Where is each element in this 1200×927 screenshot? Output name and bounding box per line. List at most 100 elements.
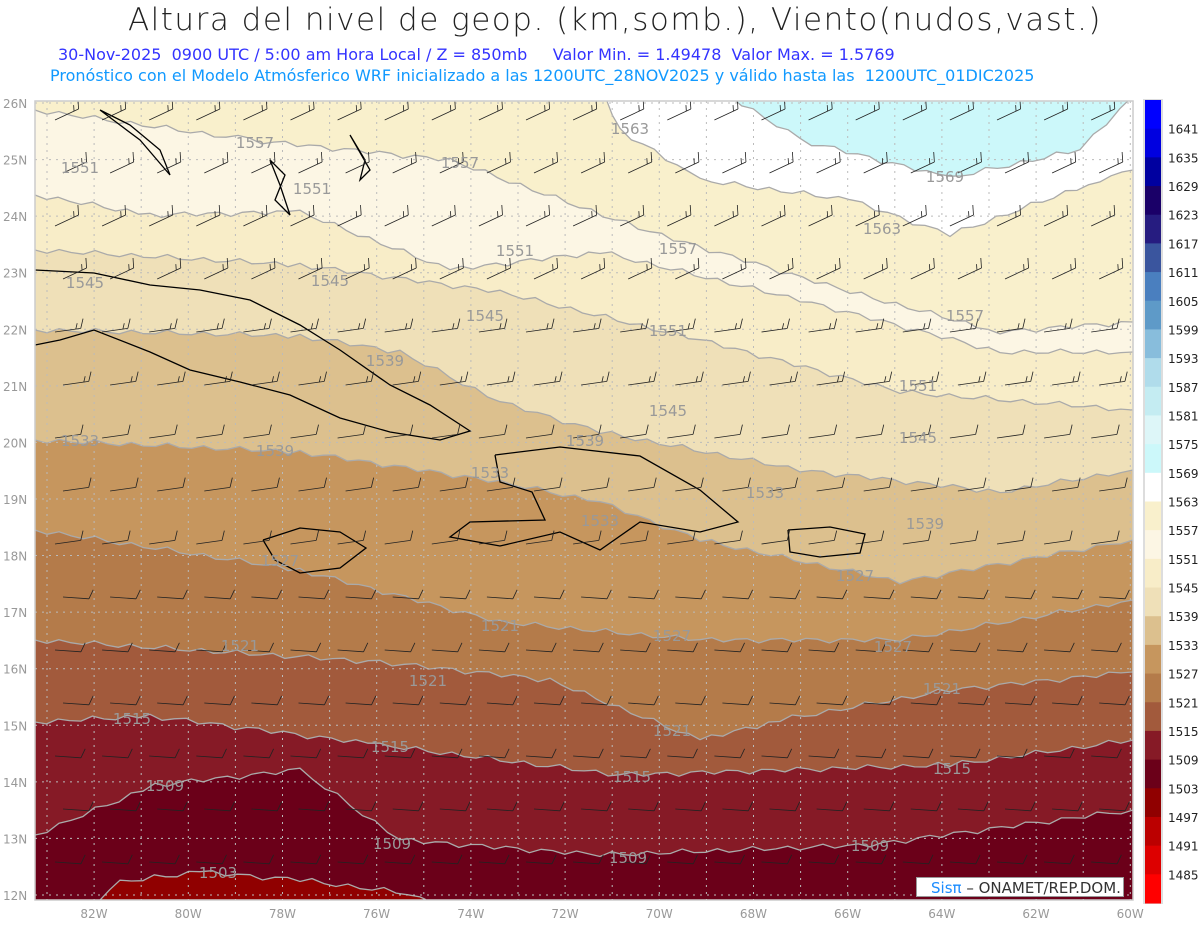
colorbar-label: 1545	[1168, 582, 1199, 596]
wind-barb	[54, 424, 84, 439]
wind-barb	[157, 371, 186, 386]
contour-band	[735, 101, 1128, 177]
wind-barb	[628, 589, 659, 600]
wind-barb	[533, 589, 565, 600]
wind-barb	[714, 642, 745, 653]
wind-barb	[290, 424, 319, 439]
lon-label: 78W	[269, 907, 296, 921]
wind-barb	[675, 152, 700, 174]
contour-label: 1503	[199, 864, 237, 882]
wind-barb	[855, 642, 887, 653]
contour-label: 1545	[466, 307, 504, 325]
contour-label: 1563	[611, 120, 649, 138]
contour-line	[35, 713, 1133, 777]
wind-barb	[204, 695, 235, 706]
wind-barb	[1004, 371, 1034, 386]
wind-barb	[902, 101, 927, 121]
wind-barb	[1099, 258, 1124, 280]
contour-label: 1545	[66, 274, 104, 292]
wind-barb	[431, 318, 461, 333]
wind-barb	[620, 530, 649, 545]
wind-barb	[1052, 589, 1083, 600]
wind-barb	[251, 258, 276, 280]
wind-barb	[525, 101, 550, 121]
wind-barb	[620, 318, 649, 333]
wind-barb	[1044, 318, 1073, 333]
lon-label: 82W	[80, 907, 107, 921]
wind-barb	[392, 589, 424, 600]
lat-label: 22N	[3, 323, 27, 337]
wind-barb	[345, 258, 370, 280]
wind-barb	[722, 477, 751, 492]
wind-barb	[1091, 530, 1120, 545]
wind-barb	[1052, 371, 1081, 386]
wind-barb	[949, 318, 979, 333]
wind-barb	[486, 695, 518, 706]
wind-barb	[196, 424, 225, 439]
lat-label: 21N	[3, 380, 27, 394]
wind-barb	[769, 152, 794, 174]
wind-barb	[204, 477, 233, 492]
wind-barb	[1044, 424, 1073, 439]
wind-barb	[957, 695, 989, 706]
wind-barb	[486, 152, 511, 174]
wind-barb	[722, 801, 753, 812]
wind-barb	[808, 424, 838, 439]
wind-barb	[902, 530, 932, 545]
wind-barb	[439, 695, 471, 706]
wind-barb	[62, 371, 92, 386]
wind-barb	[102, 748, 133, 759]
map-title: Altura del nivel de geop. (km,somb.), Vi…	[127, 2, 1103, 38]
wind-barb	[196, 318, 225, 333]
wind-barb	[439, 371, 469, 386]
wind-barb	[384, 642, 416, 653]
wind-barb	[345, 371, 375, 386]
wind-barb	[1091, 854, 1122, 865]
wind-barb	[675, 371, 704, 386]
wind-barb	[761, 101, 786, 121]
wind-barb	[957, 152, 982, 174]
wind-barb	[62, 695, 94, 706]
lat-label: 15N	[3, 719, 27, 733]
wind-barb	[863, 371, 893, 386]
contour-label: 1521	[409, 672, 447, 690]
colorbar-label: 1581	[1168, 409, 1199, 423]
colorbar-swatch	[1145, 587, 1161, 617]
colorbar-swatch	[1145, 444, 1161, 474]
wind-barb	[1043, 205, 1069, 227]
wind-barb	[525, 854, 557, 865]
wind-barb	[722, 371, 751, 386]
lat-label: 12N	[3, 889, 27, 903]
wind-barb	[251, 152, 276, 174]
colorbar-swatch	[1145, 759, 1161, 789]
wind-barb	[298, 589, 330, 600]
wind-barb	[157, 152, 182, 174]
colorbar-swatch	[1145, 501, 1161, 531]
wind-barb	[761, 748, 793, 759]
colorbar-swatch	[1145, 300, 1161, 330]
wind-barb	[910, 695, 942, 706]
wind-barb	[54, 530, 84, 545]
wind-barb	[110, 589, 141, 600]
contour-label: 1515	[371, 738, 409, 756]
wind-barb	[525, 748, 557, 759]
wind-barb	[573, 748, 604, 759]
wind-barb	[290, 642, 322, 653]
wind-barb	[1044, 642, 1075, 653]
contour-line	[35, 529, 1133, 644]
wind-barb	[957, 258, 982, 280]
wind-barb	[761, 318, 790, 333]
wind-barb	[157, 258, 182, 280]
credit-brand: Sisπ	[931, 879, 962, 897]
wind-barb	[533, 371, 563, 386]
wind-barb	[345, 695, 377, 706]
wind-barb	[478, 424, 508, 439]
wind-barb	[667, 424, 696, 439]
colorbar-swatch	[1145, 157, 1161, 187]
wind-barb	[1004, 801, 1036, 812]
contour-line	[35, 109, 1133, 335]
contour-label: 1539	[256, 442, 294, 460]
wind-barb	[855, 424, 885, 439]
wind-barb	[675, 589, 706, 600]
wind-barb	[392, 371, 422, 386]
